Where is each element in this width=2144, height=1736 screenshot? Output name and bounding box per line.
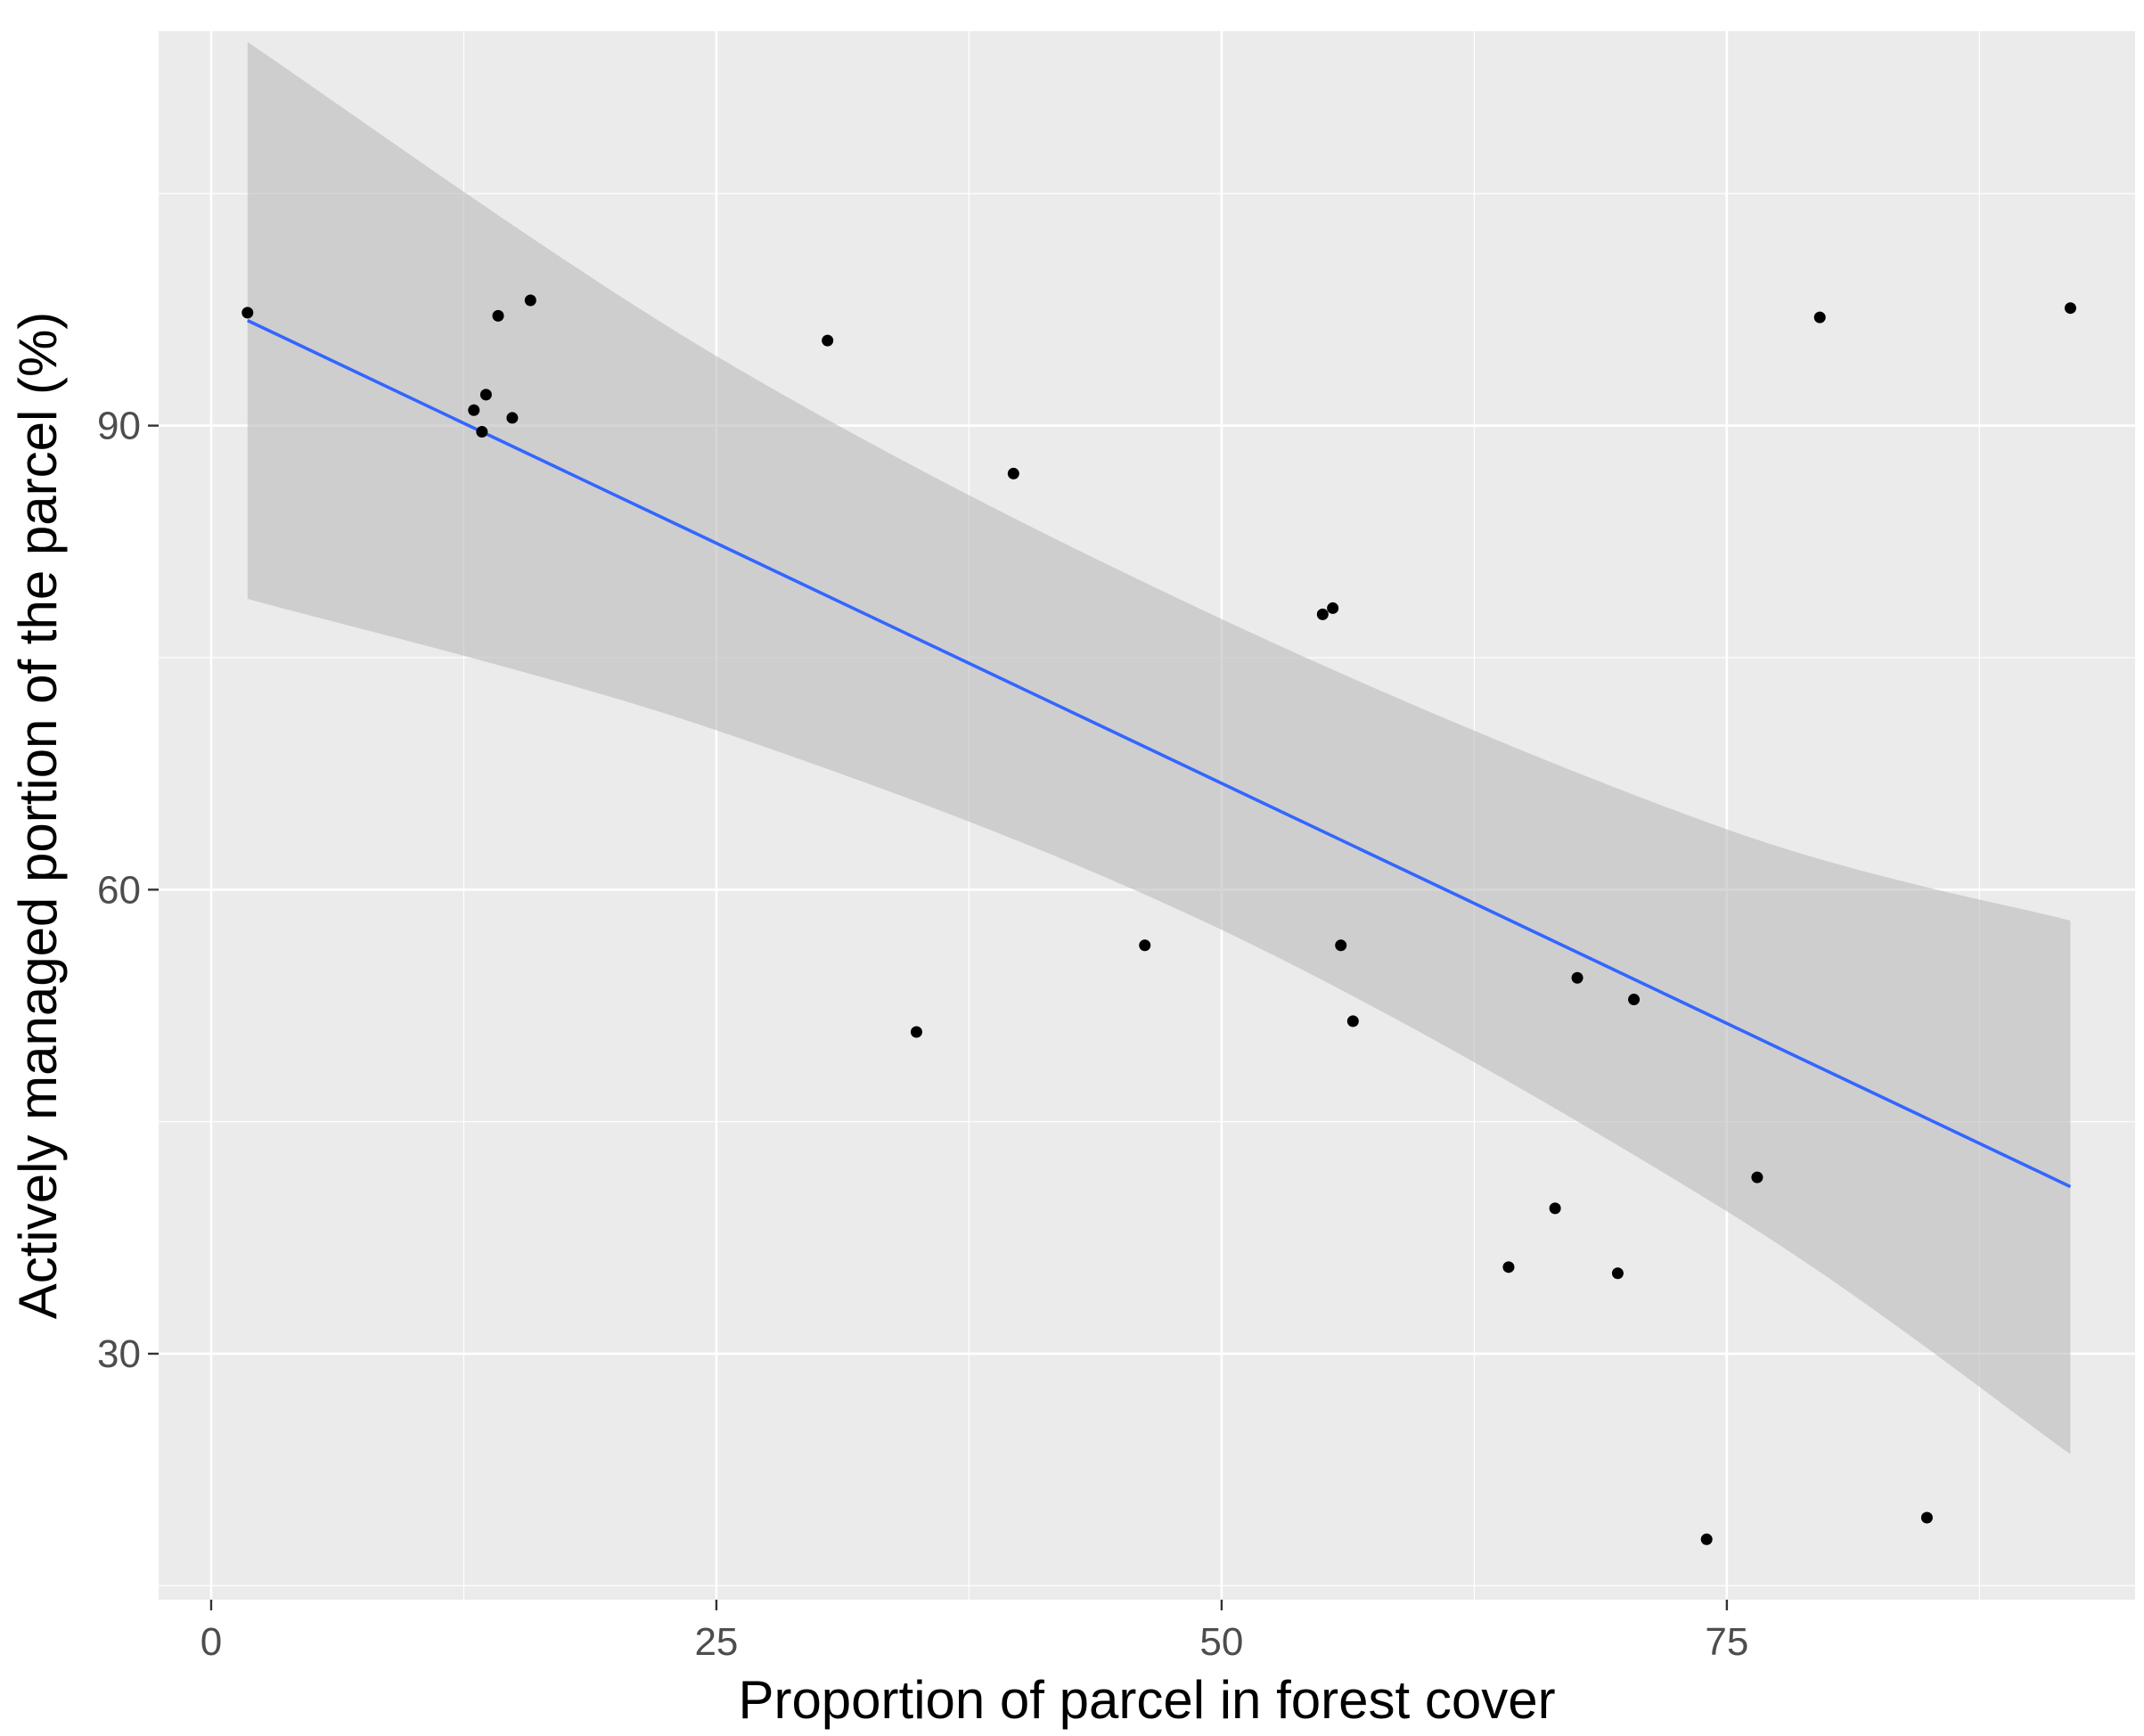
data-point	[1346, 1015, 1359, 1028]
x-tick-label: 25	[694, 1620, 738, 1664]
x-tick-label: 0	[200, 1620, 222, 1664]
x-axis-title: Proportion of parcel in forest cover	[738, 1670, 1555, 1730]
data-points	[241, 294, 2076, 1545]
data-point	[1628, 994, 1641, 1006]
y-tick-label: 60	[97, 868, 141, 912]
regression-line	[247, 318, 2072, 1189]
data-point	[241, 307, 254, 319]
x-tick-labels: 0 25 50 75	[200, 1620, 1749, 1664]
data-point	[492, 309, 504, 322]
data-point	[1502, 1261, 1515, 1273]
data-point	[1327, 602, 1339, 614]
fit-line	[247, 318, 2072, 1189]
y-tick-label: 90	[97, 405, 141, 448]
x-tick-label: 50	[1199, 1620, 1243, 1664]
confidence-band-area	[247, 42, 2071, 1454]
data-point	[524, 294, 536, 307]
data-point	[479, 389, 492, 401]
data-point	[822, 334, 834, 347]
confidence-band	[247, 42, 2071, 1454]
data-point	[1700, 1533, 1713, 1545]
x-tick-label: 75	[1705, 1620, 1748, 1664]
data-point	[1813, 311, 1826, 323]
data-point	[476, 426, 488, 438]
data-point	[1335, 939, 1347, 952]
data-point	[1007, 467, 1019, 479]
data-point	[910, 1026, 922, 1038]
data-point	[1139, 939, 1151, 952]
data-point	[468, 404, 480, 416]
y-tick-labels: 30 60 90	[97, 405, 141, 1376]
data-point	[1751, 1171, 1763, 1183]
data-point	[1611, 1267, 1624, 1280]
y-axis-title: Actively managed portion of the parcel (…	[8, 312, 68, 1320]
data-point	[1571, 971, 1583, 984]
data-point	[2064, 302, 2076, 315]
data-point	[1549, 1202, 1561, 1215]
data-point	[1316, 608, 1329, 620]
axis-ticks	[148, 424, 1729, 1610]
y-tick-label: 30	[97, 1332, 141, 1376]
data-point	[1920, 1511, 1933, 1524]
data-point	[506, 412, 519, 424]
